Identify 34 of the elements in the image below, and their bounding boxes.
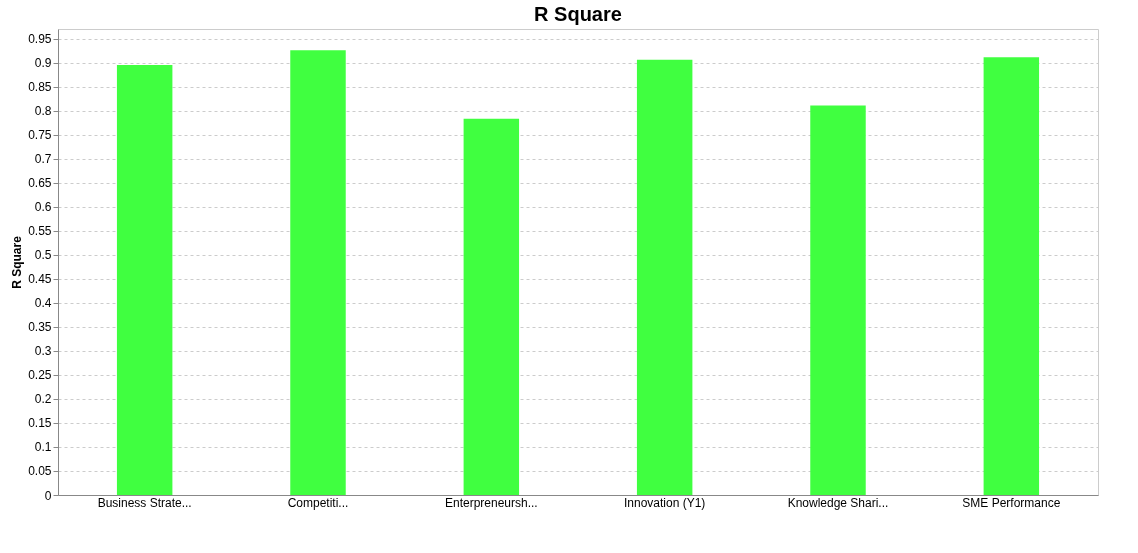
y-tick-label: 0.05	[28, 464, 52, 479]
y-tick-label: 0.25	[28, 368, 52, 383]
x-tick-label: Innovation (Y1)	[623, 495, 706, 510]
y-tick-label: 0.6	[34, 200, 52, 215]
y-axis-title: R Square	[10, 235, 25, 289]
y-tick-label: 0.4	[34, 296, 52, 311]
bar	[116, 65, 173, 495]
x-tick-label: Enterpreneursh...	[444, 495, 538, 510]
y-tick-label: 0.1	[34, 440, 52, 455]
y-tick-label: 0.8	[34, 104, 52, 119]
y-tick-label: 0.15	[28, 416, 52, 431]
y-tick-label: 0.2	[34, 392, 52, 407]
x-tick-label: SME Performance	[962, 495, 1061, 510]
x-tick-label: Business Strate...	[97, 495, 192, 510]
bar	[463, 118, 520, 495]
x-tick-label: Competiti...	[287, 495, 349, 510]
y-tick-label: 0.75	[28, 128, 52, 143]
bar	[636, 59, 693, 495]
y-tick-label: 0.55	[28, 224, 52, 239]
bar	[810, 105, 866, 495]
y-tick-label: 0.45	[28, 272, 52, 287]
bar	[290, 50, 346, 495]
y-tick-label: 0.7	[34, 152, 52, 167]
y-tick-label: 0.95	[28, 32, 52, 47]
y-tick-label: 0.35	[28, 320, 52, 335]
bar	[983, 57, 1040, 495]
y-tick-label: 0.3	[34, 344, 52, 359]
y-tick-label: 0.9	[34, 56, 52, 71]
x-tick-label: Knowledge Shari...	[787, 495, 889, 510]
y-tick-label: 0.85	[28, 80, 52, 95]
y-tick-label: 0.5	[34, 248, 52, 263]
y-tick-label: 0.65	[28, 176, 52, 191]
y-tick-label: 0	[44, 488, 52, 503]
chart-title: R Square	[534, 3, 622, 25]
